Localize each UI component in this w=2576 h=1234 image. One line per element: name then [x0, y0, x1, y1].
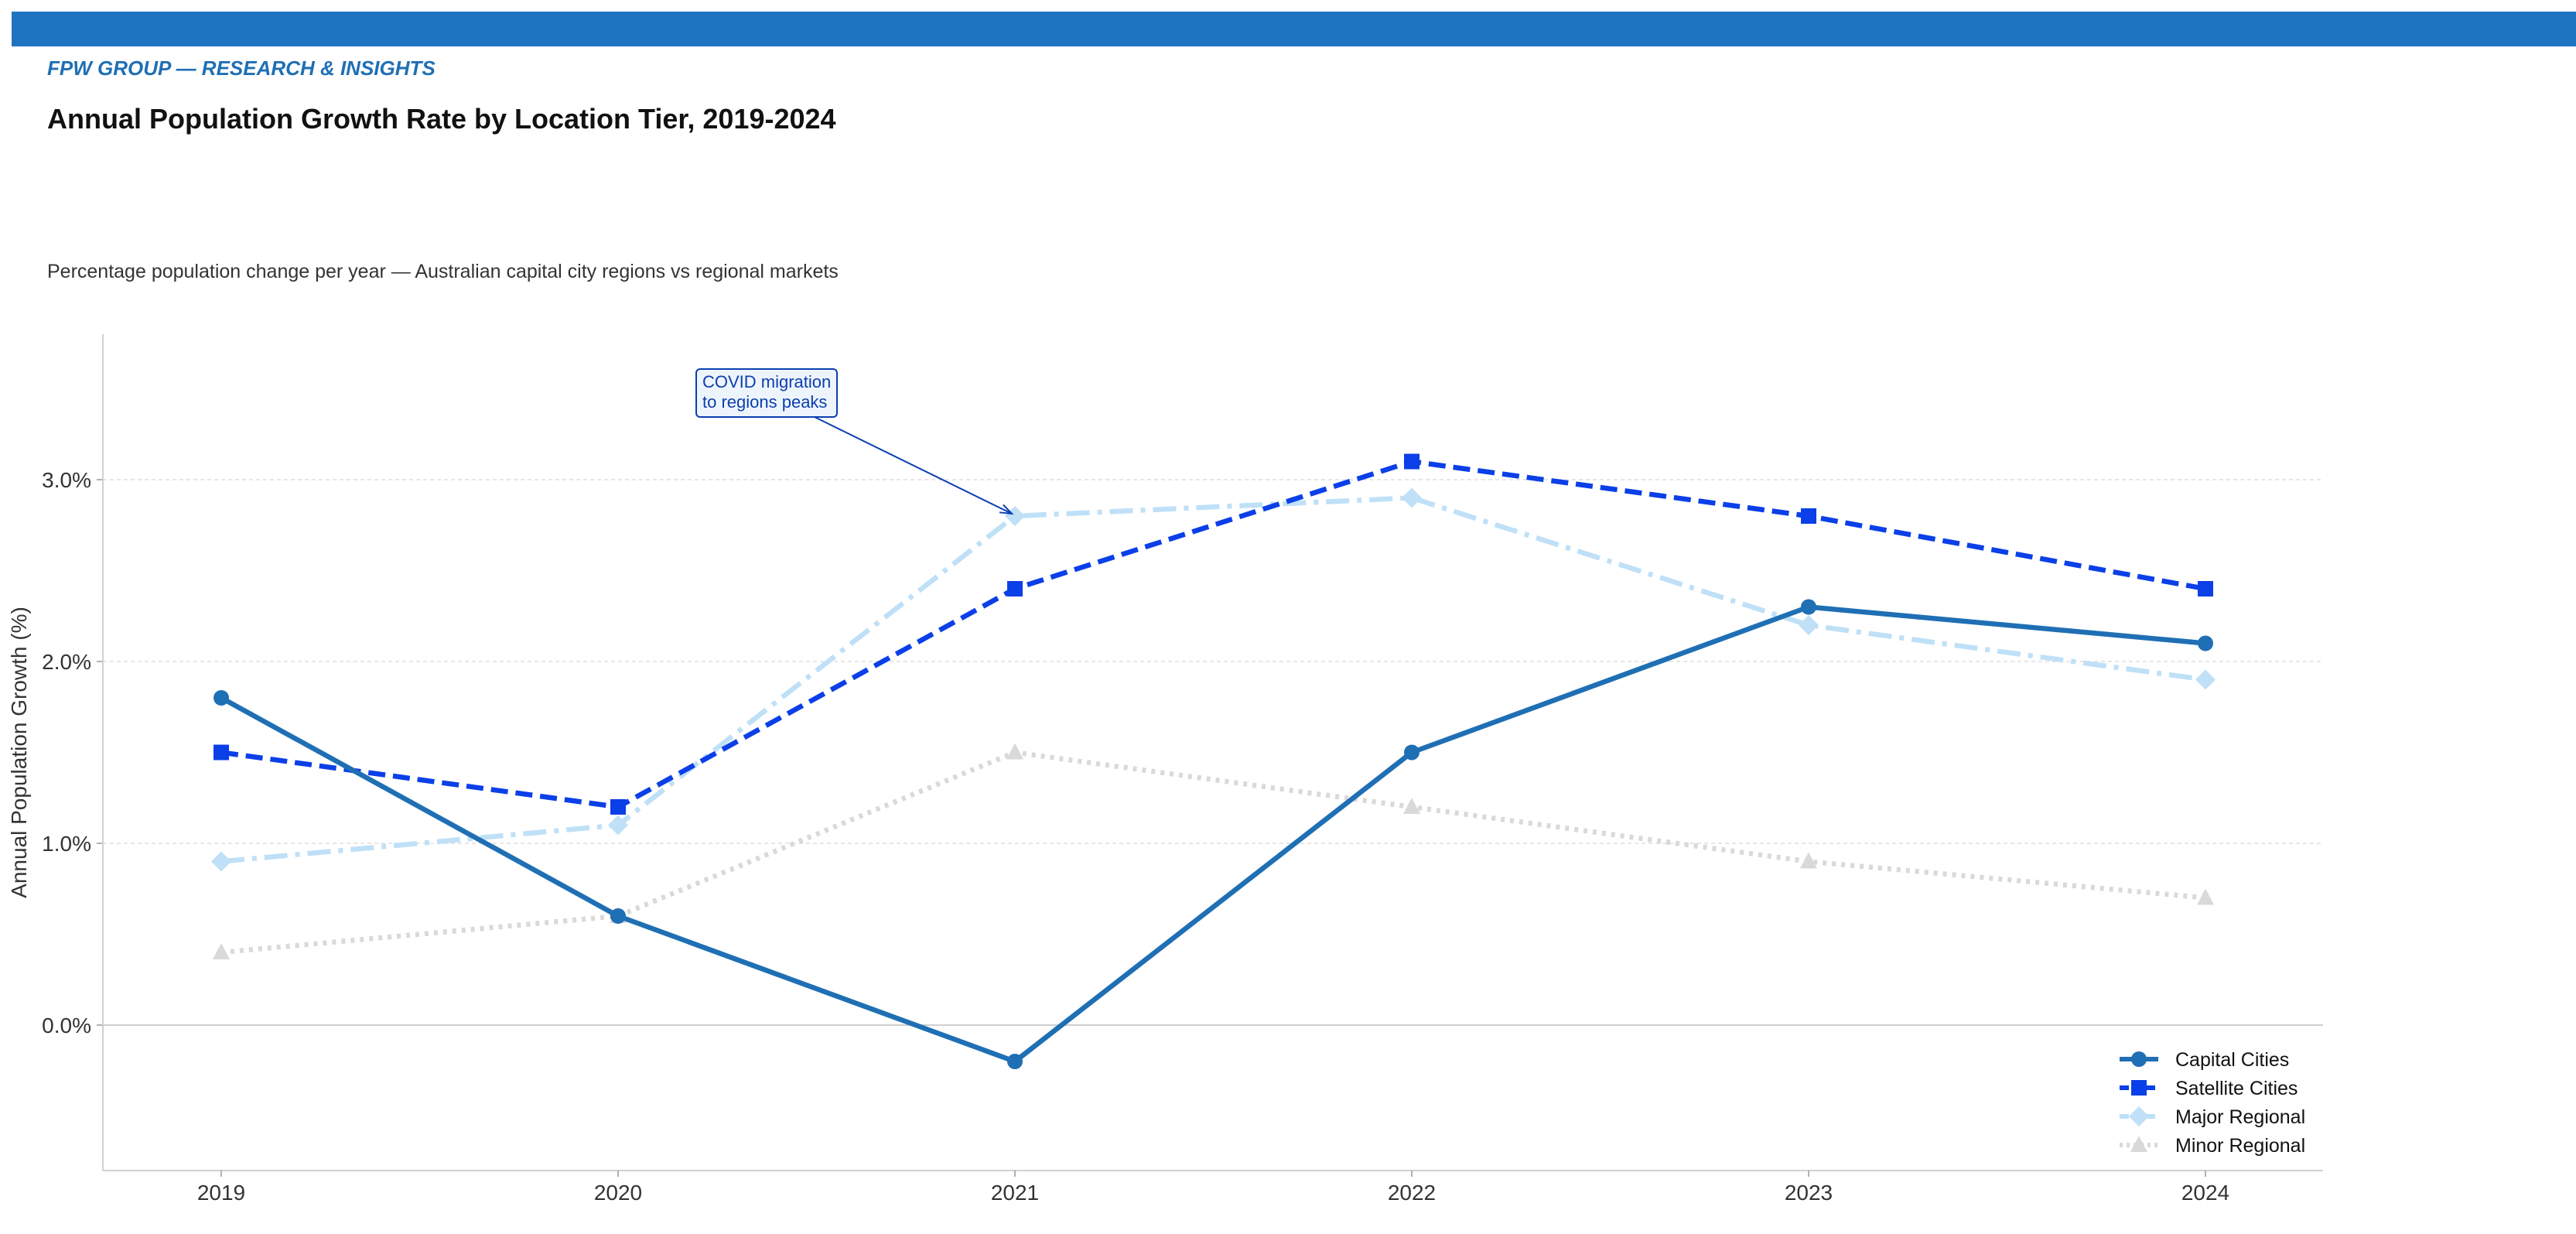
- data-point-satellite-cities: [2198, 581, 2213, 596]
- data-point-major-regional: [211, 851, 231, 872]
- data-point-satellite-cities: [1801, 508, 1816, 524]
- data-point-satellite-cities: [214, 744, 229, 761]
- legend-marker: [2131, 1080, 2147, 1096]
- series-line-major-regional: [220, 495, 2206, 864]
- data-point-capital-cities: [1801, 599, 1816, 615]
- x-tick-label: 2024: [2181, 1181, 2229, 1205]
- annotation-text: COVID migration: [702, 372, 831, 391]
- legend-marker: [2129, 1106, 2149, 1126]
- data-point-major-regional: [2195, 669, 2216, 690]
- data-point-capital-cities: [1404, 744, 1420, 761]
- annotation-arrowhead: [999, 504, 1014, 515]
- legend-label: Satellite Cities: [2175, 1078, 2298, 1099]
- legend-label: Capital Cities: [2175, 1049, 2289, 1071]
- legend-label: Major Regional: [2175, 1106, 2305, 1128]
- data-point-major-regional: [608, 815, 628, 836]
- y-tick-label: 2.0%: [42, 650, 91, 674]
- data-point-minor-regional: [2197, 888, 2214, 905]
- data-point-minor-regional: [1800, 852, 1817, 869]
- y-tick-label: 1.0%: [42, 832, 91, 856]
- data-point-capital-cities: [214, 690, 229, 706]
- data-point-satellite-cities: [610, 799, 626, 815]
- annotation-arrow: [814, 416, 1011, 514]
- data-point-major-regional: [1799, 615, 1819, 635]
- y-axis-label: Annual Population Growth (%): [7, 607, 31, 898]
- legend-marker: [2130, 1136, 2147, 1152]
- y-tick-label: 0.0%: [42, 1014, 91, 1037]
- data-point-minor-regional: [1006, 743, 1023, 760]
- chart-subtitle: Percentage population change per year — …: [47, 261, 839, 282]
- data-point-minor-regional: [213, 943, 230, 959]
- chart-title: Annual Population Growth Rate by Locatio…: [47, 103, 836, 135]
- x-tick-label: 2020: [594, 1181, 642, 1205]
- data-point-major-regional: [1402, 487, 1422, 508]
- series-line-minor-regional: [220, 750, 2206, 955]
- data-point-capital-cities: [2198, 635, 2213, 651]
- x-tick-label: 2022: [1388, 1181, 1436, 1205]
- data-point-minor-regional: [1403, 798, 1420, 814]
- y-tick-label: 3.0%: [42, 468, 91, 492]
- x-tick-label: 2019: [197, 1181, 245, 1205]
- legend-marker: [2131, 1051, 2147, 1067]
- series-line-satellite-cities: [220, 459, 2206, 810]
- annotation-text: to regions peaks: [702, 392, 827, 412]
- data-point-capital-cities: [1007, 1054, 1023, 1069]
- x-tick-label: 2021: [991, 1181, 1039, 1205]
- data-point-satellite-cities: [1404, 453, 1420, 470]
- x-tick-label: 2023: [1785, 1181, 1833, 1205]
- header-accent-bar: [12, 12, 2576, 46]
- data-point-capital-cities: [610, 908, 626, 924]
- brand-label: FPW GROUP — RESEARCH & INSIGHTS: [47, 56, 436, 80]
- annotation-box: [695, 368, 838, 418]
- data-point-satellite-cities: [1007, 581, 1023, 596]
- series-line-capital-cities: [220, 604, 2206, 1065]
- legend-label: Minor Regional: [2175, 1135, 2305, 1157]
